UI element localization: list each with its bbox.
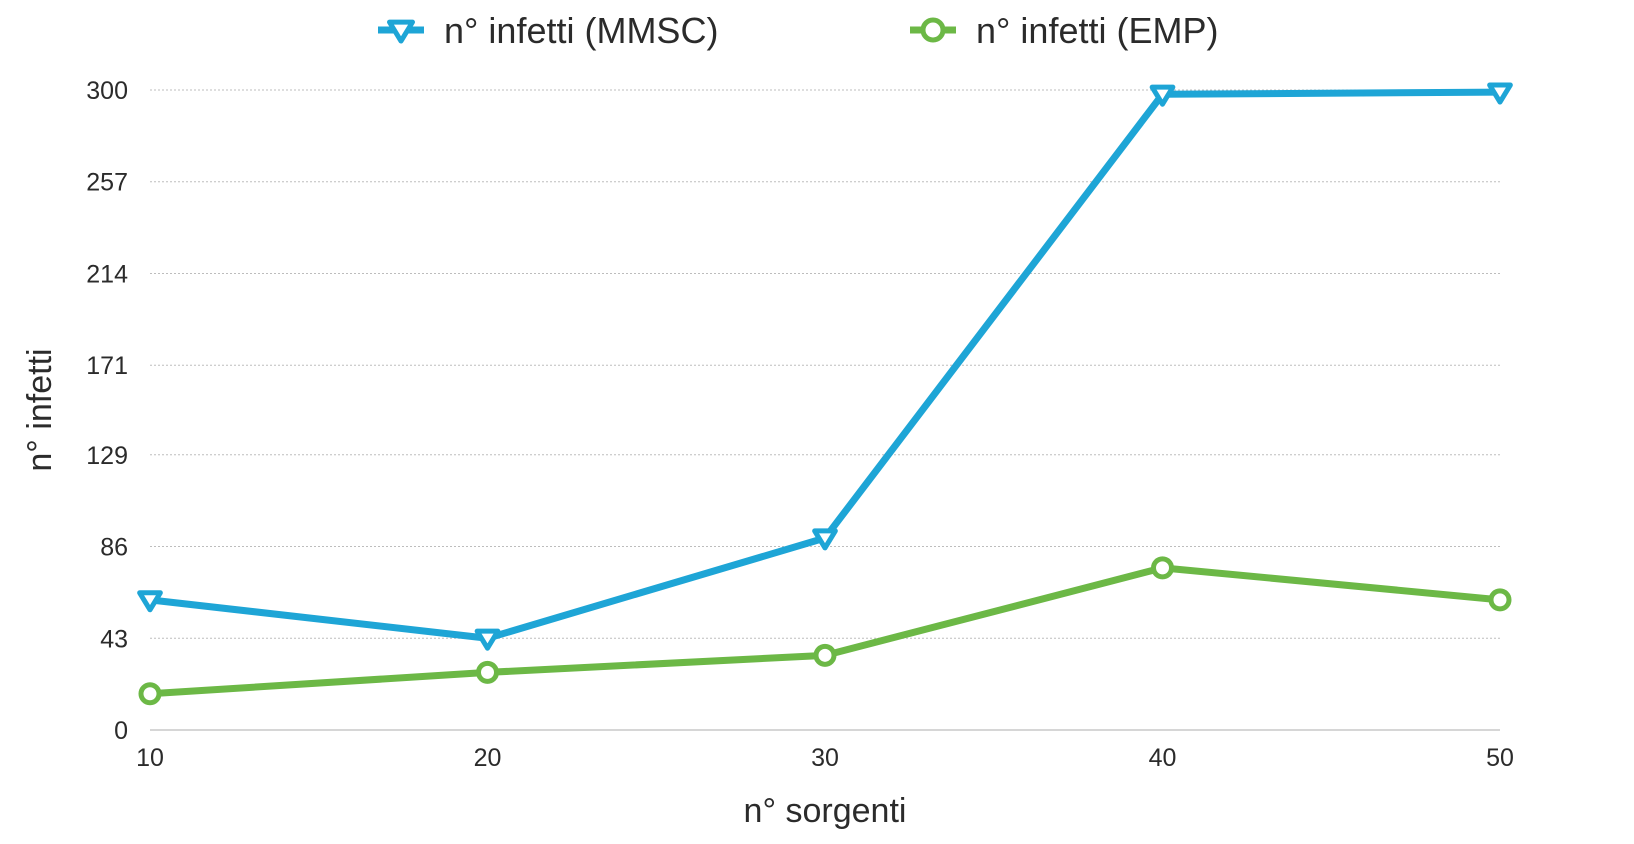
data-point	[813, 643, 837, 667]
y-axis-title: n° infetti	[21, 348, 59, 471]
y-tick-label: 0	[114, 717, 128, 745]
series-layer	[137, 82, 1513, 706]
data-point	[1149, 84, 1176, 107]
x-axis-ticks: 10 20 30 40 50	[136, 744, 1514, 772]
x-tick-label: 40	[1149, 744, 1177, 772]
data-point	[137, 590, 163, 613]
data-point	[1488, 588, 1512, 612]
y-tick-label: 86	[100, 534, 128, 562]
grid	[150, 89, 1500, 639]
legend-marker	[920, 17, 946, 43]
y-tick-label: 214	[86, 260, 128, 288]
series-line	[146, 88, 1504, 642]
data-point	[812, 528, 838, 551]
data-point	[474, 628, 501, 651]
y-tick-label: 43	[100, 625, 128, 653]
data-point	[476, 660, 499, 684]
y-tick-label: 257	[86, 169, 128, 197]
y-tick-label: 129	[86, 442, 128, 470]
y-axis-ticks: 0 43 86 129 171 214 257 300	[86, 77, 128, 745]
y-tick-label: 300	[86, 77, 128, 105]
data-point	[1151, 556, 1174, 580]
series-2	[138, 556, 1512, 706]
series-line	[146, 564, 1504, 698]
x-tick-label: 20	[474, 744, 502, 772]
x-tick-label: 30	[811, 744, 839, 772]
legend-marker	[387, 19, 415, 44]
legend: n° infetti (MMSC) n° infetti (EMP)	[378, 10, 1218, 51]
legend-label: n° infetti (MMSC)	[444, 10, 718, 51]
x-tick-label: 50	[1486, 744, 1514, 772]
x-tick-label: 10	[136, 744, 164, 772]
data-point	[1487, 82, 1513, 105]
x-axis-title: n° sorgenti	[744, 792, 907, 830]
y-tick-label: 171	[86, 352, 128, 380]
legend-item: n° infetti (MMSC)	[378, 10, 718, 51]
data-point	[138, 682, 162, 706]
legend-label: n° infetti (EMP)	[976, 10, 1218, 51]
legend-item: n° infetti (EMP)	[910, 10, 1218, 51]
series-1	[137, 82, 1513, 651]
